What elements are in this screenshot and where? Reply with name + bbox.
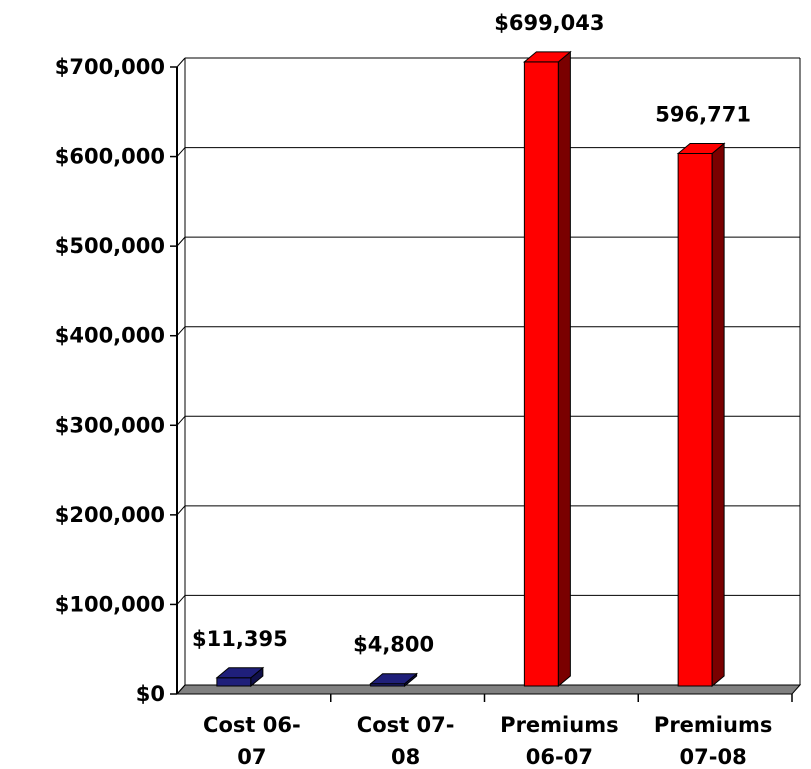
gridline-joint xyxy=(176,415,186,426)
data-labels: $11,395 $4,800 $699,043 596,771 xyxy=(192,11,751,657)
gridline-joint xyxy=(176,236,186,247)
bar-side xyxy=(557,50,571,688)
category-label: 07 xyxy=(237,745,266,769)
y-tick-label: $200,000 xyxy=(55,503,165,527)
gridline-joint xyxy=(176,684,186,695)
bar-top xyxy=(215,667,265,679)
category-labels: Cost 06- 07 Cost 07- 08 Premiums 06-07 Premium… xyxy=(203,713,772,769)
gridline-joint xyxy=(176,326,186,337)
data-label: $699,043 xyxy=(494,11,604,35)
bar-front xyxy=(677,152,713,687)
category-label: Cost 07- xyxy=(357,713,455,737)
bar-side xyxy=(711,142,725,688)
bar-top xyxy=(522,51,572,63)
category-label: Premiums xyxy=(500,713,618,737)
y-tick-label: $0 xyxy=(136,682,165,706)
category-label: 07-08 xyxy=(680,745,747,769)
y-tick-label: $600,000 xyxy=(55,145,165,169)
gridline-joint xyxy=(176,505,186,516)
bar-front xyxy=(216,677,252,687)
category-label: 08 xyxy=(391,745,420,769)
data-label: 596,771 xyxy=(655,102,751,126)
y-tick-label: $300,000 xyxy=(55,413,165,437)
data-label: $4,800 xyxy=(353,633,434,657)
category-label: 06-07 xyxy=(526,745,593,769)
bar-front xyxy=(523,61,559,687)
y-tick-label: $100,000 xyxy=(55,592,165,616)
gridline-joint xyxy=(176,595,186,605)
gridline-joint xyxy=(176,147,186,157)
y-tick-label: $700,000 xyxy=(55,55,165,79)
bar-top xyxy=(369,673,419,685)
gridline-joint xyxy=(176,57,186,68)
y-tick-labels: $0 $100,000 $200,000 $300,000 $400,000 $500,0… xyxy=(55,55,165,706)
bar-top xyxy=(676,142,726,154)
y-tick-label: $400,000 xyxy=(55,324,165,348)
y-tick-label: $500,000 xyxy=(55,234,165,258)
bars xyxy=(215,50,726,688)
data-label: $11,395 xyxy=(192,627,288,651)
category-label: Premiums xyxy=(654,713,772,737)
category-label: Cost 06- xyxy=(203,713,301,737)
axes xyxy=(170,58,801,702)
